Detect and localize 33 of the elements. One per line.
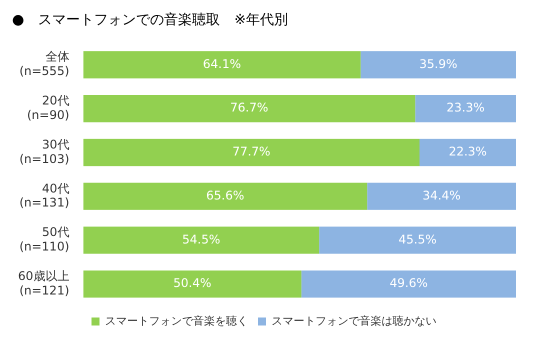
- bar: [420, 138, 516, 166]
- bar: [319, 226, 516, 254]
- data-label: 22.3%: [448, 144, 487, 159]
- y-tick-label: 60歳以上 (n=121): [18, 268, 70, 298]
- data-label: 64.1%: [202, 56, 242, 71]
- data-label: 77.7%: [232, 144, 270, 159]
- data-label: 49.6%: [390, 276, 428, 290]
- y-tick-label: 全体 (n=555): [19, 50, 70, 78]
- data-label: 50.4%: [173, 276, 212, 290]
- bar: [83, 182, 368, 210]
- data-label: 54.5%: [182, 232, 220, 246]
- y-tick-label: 50代 (n=110): [19, 225, 70, 254]
- data-label: 35.9%: [419, 56, 458, 71]
- y-tick-label: 40代 (n=131): [19, 181, 70, 210]
- data-label: 23.3%: [446, 100, 485, 115]
- data-label: 76.7%: [230, 100, 268, 115]
- bar: [415, 95, 516, 122]
- legend-label: スマートフォンで音楽は聴かない: [272, 314, 436, 328]
- chart-title: ● スマートフォンでの音楽聴取 ※年代別: [12, 12, 288, 28]
- bar: [83, 270, 302, 298]
- bar: [367, 182, 516, 210]
- bar: [83, 226, 320, 254]
- legend-label: スマートフォンで音楽を聴く: [105, 314, 248, 328]
- y-tick-label: 30代 (n=103): [19, 137, 70, 166]
- bar: [360, 51, 516, 78]
- bar: [83, 51, 361, 78]
- y-tick-label: 20代 (n=90): [26, 94, 70, 122]
- data-label: 65.6%: [206, 188, 244, 202]
- data-label: 45.5%: [398, 232, 437, 246]
- bar: [83, 138, 420, 166]
- bar: [83, 95, 416, 122]
- data-label: 34.4%: [422, 188, 461, 202]
- bar: [301, 270, 516, 298]
